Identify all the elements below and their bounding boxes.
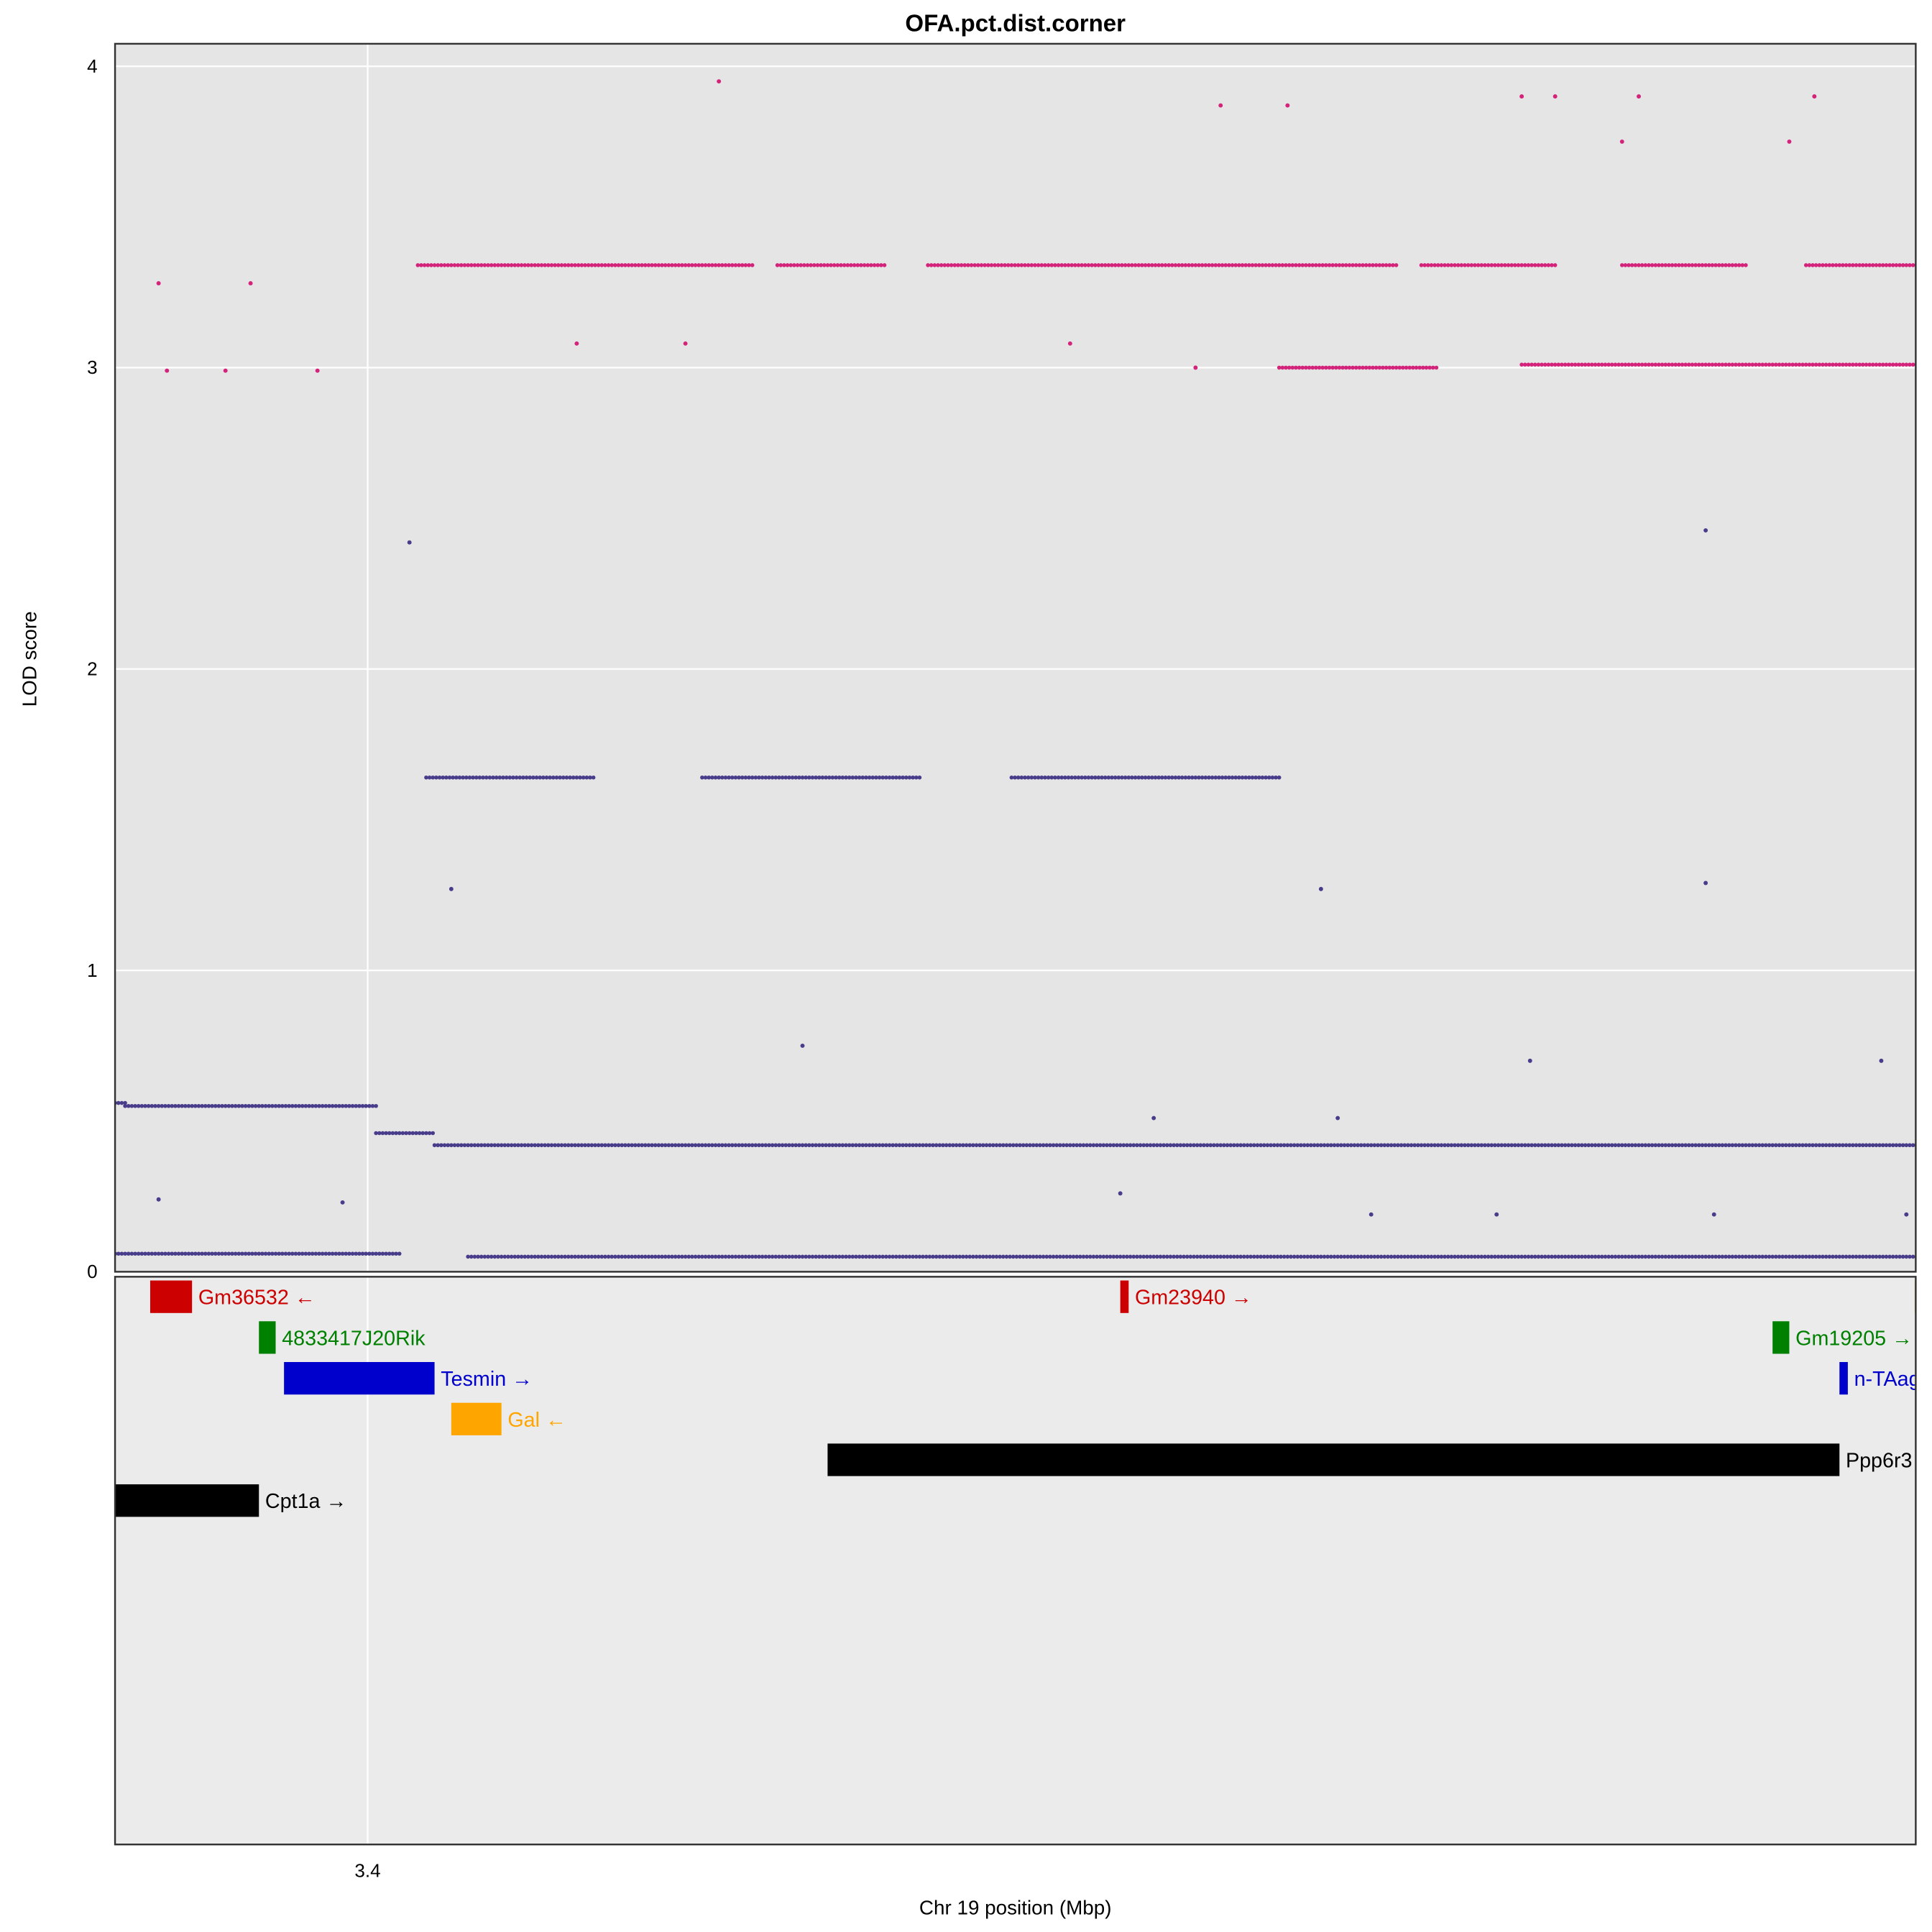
top-snps-point [574,341,579,346]
top-snps-point [1193,366,1197,370]
other-snps-point [0,1101,4,1105]
top-snps-point [249,281,253,285]
other-snps-point [53,1101,58,1105]
top-snps-point [717,79,721,83]
other-snps-point [63,1101,68,1105]
plot-panel [115,44,1915,1271]
other-snps-point [43,1101,47,1105]
other-snps-point [83,1101,87,1105]
other-snps-point [13,1101,17,1105]
top-snps-point [1921,363,1926,367]
top-snps-point [1924,263,1928,267]
other-snps-point [56,1101,60,1105]
other-snps-point [106,1101,111,1105]
top-snps-point [1787,139,1791,144]
other-snps-point [592,776,596,780]
top-snps-point [1812,94,1816,98]
top-snps-point [224,369,228,373]
top-snps-point [1553,94,1558,98]
other-snps-point [33,1101,37,1105]
top-snps-point [316,369,320,373]
top-snps-point [1068,341,1072,346]
other-snps-point [16,1101,20,1105]
other-snps-point [93,1101,97,1105]
other-snps-point [26,1101,30,1105]
top-snps-point [1435,366,1439,370]
other-snps-point [40,1101,44,1105]
chart-title: OFA.pct.dist.corner [905,10,1126,37]
top-snps-point [1519,94,1524,98]
top-snps-point [1553,263,1558,267]
gene-panel [115,1276,1915,1844]
top-snps-point [1218,104,1223,108]
top-snps-point [750,263,755,267]
other-snps-point [73,1101,77,1105]
other-snps-point [60,1101,64,1105]
top-snps-point [165,369,169,373]
top-snps-point [1285,104,1289,108]
other-snps-point [6,1101,10,1105]
other-snps-point [66,1101,70,1105]
top-snps-point [1918,363,1922,367]
other-snps-point [9,1101,14,1105]
other-snps-point [86,1101,91,1105]
top-snps-point [684,341,688,346]
top-snps-point [1928,263,1932,267]
other-snps-point [1277,776,1282,780]
top-snps-point [883,263,887,267]
other-snps-point [431,1131,435,1136]
top-snps-point [1924,363,1928,367]
other-snps-point [1928,1143,1932,1147]
top-snps-point [1637,94,1641,98]
other-snps-point [1924,1143,1928,1147]
top-snps-point [1918,263,1922,267]
other-snps-point [19,1101,24,1105]
other-snps-point [23,1101,27,1105]
other-snps-point [374,1104,378,1108]
other-snps-point [1918,1143,1922,1147]
other-snps-point [70,1101,74,1105]
other-snps-point [103,1101,107,1105]
other-snps-point [3,1101,7,1105]
other-snps-point [1921,1143,1926,1147]
other-snps-point [46,1101,50,1105]
other-snps-point [76,1101,80,1105]
other-snps-point [110,1101,114,1105]
top-snps-point [1928,363,1932,367]
other-snps-point [96,1101,101,1105]
other-snps-point [90,1101,94,1105]
other-snps-point [29,1101,34,1105]
other-snps-point [50,1101,54,1105]
top-snps-point [157,281,161,285]
other-snps-point [80,1101,84,1105]
top-snps-point [1744,263,1748,267]
other-snps-point [36,1101,40,1105]
top-snps-point [1921,263,1926,267]
other-snps-point [100,1101,104,1105]
top-snps-point [1394,263,1399,267]
other-snps-point [918,776,922,780]
top-snps-point [1620,139,1624,144]
